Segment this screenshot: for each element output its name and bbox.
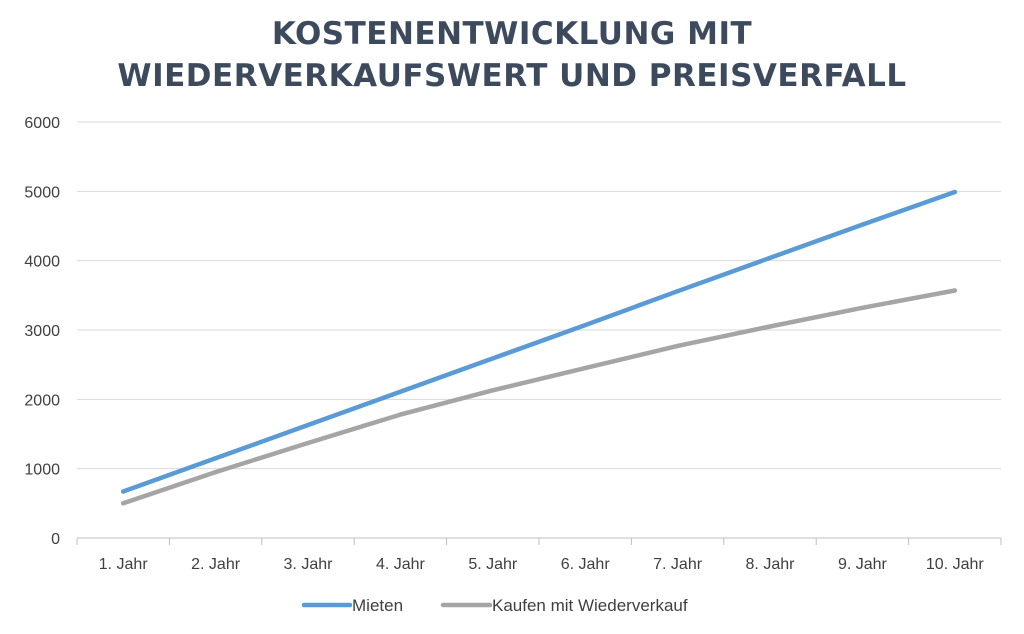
- series-1-point: [398, 412, 403, 417]
- chart-title-line-2: WIEDERVERKAUFSWERT UND PREISVERFALL: [117, 58, 907, 94]
- x-tick-label: 10. Jahr: [926, 556, 984, 573]
- x-tick-label: 2. Jahr: [191, 556, 241, 573]
- series-0-point: [490, 356, 495, 361]
- y-tick-label: 6000: [24, 115, 60, 132]
- y-tick-label: 5000: [24, 184, 60, 201]
- series-0-point: [952, 189, 957, 195]
- x-tick-label: 5. Jahr: [468, 556, 518, 573]
- y-tick-label: 2000: [24, 392, 60, 409]
- chart-title-line-1: KOSTENENTWICKLUNG MIT: [271, 16, 753, 52]
- x-tick-label: 3. Jahr: [284, 556, 334, 573]
- y-tick-label: 0: [51, 531, 60, 548]
- legend-label-1: Kaufen mit Wiederverkauf: [492, 596, 688, 615]
- x-tick-label: 9. Jahr: [838, 556, 888, 573]
- series-0-point: [675, 288, 680, 294]
- series-line-1: [120, 288, 958, 506]
- x-tick-label: 8. Jahr: [746, 556, 796, 573]
- y-tick-label: 1000: [24, 462, 60, 479]
- series-1-point: [305, 440, 311, 446]
- series-0-point: [398, 389, 403, 394]
- x-tick-label: 7. Jahr: [653, 556, 703, 573]
- x-tick-label: 1. Jahr: [99, 556, 149, 573]
- series-0-point: [767, 255, 773, 261]
- y-tick-label: 4000: [24, 254, 60, 271]
- series-1-point: [490, 388, 495, 393]
- series-0-point: [213, 456, 218, 461]
- series-0-point: [860, 222, 865, 227]
- series-1-point: [860, 305, 865, 311]
- x-tick-label: 6. Jahr: [561, 556, 611, 573]
- series-1-point: [952, 288, 957, 293]
- series-1-point: [121, 501, 126, 506]
- legend-label-0: Mieten: [352, 596, 403, 615]
- series-0-point: [305, 422, 311, 428]
- x-tick-label: 4. Jahr: [376, 556, 426, 573]
- series-1-point: [213, 469, 218, 475]
- series-0-point: [583, 322, 588, 328]
- series-1-point: [675, 343, 680, 349]
- series-1-point: [767, 324, 773, 329]
- series-0-point: [121, 489, 126, 494]
- series-1-point: [583, 365, 588, 371]
- y-tick-label: 3000: [24, 323, 60, 340]
- series-line-0: [120, 189, 958, 494]
